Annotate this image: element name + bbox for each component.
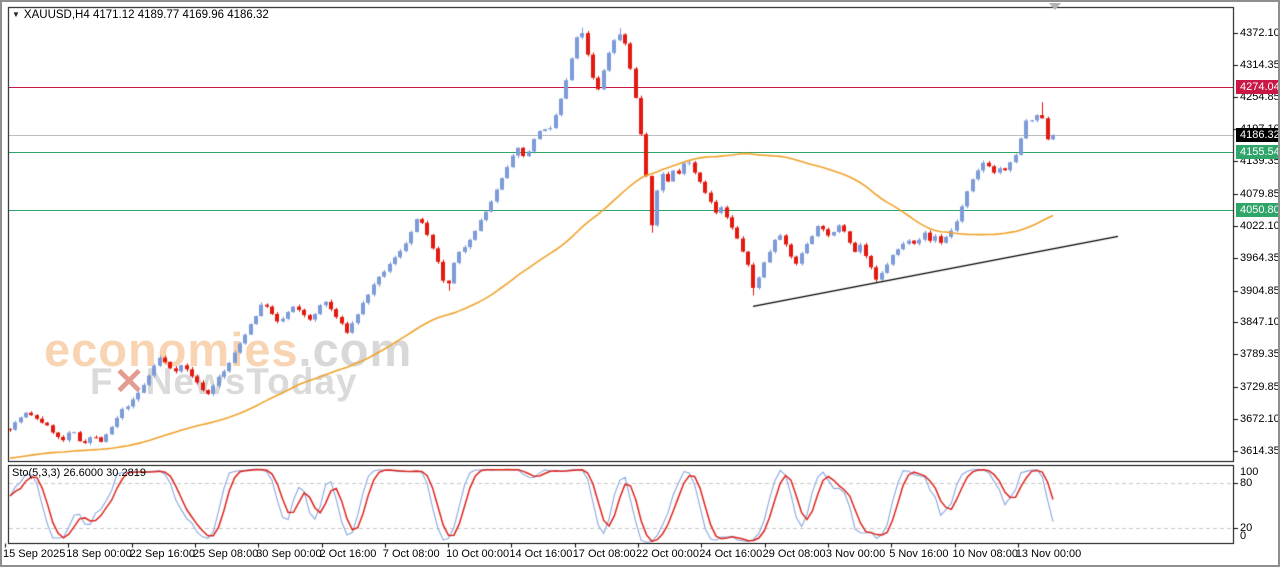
date-label: 10 Nov 08:00 [952, 548, 1018, 560]
chart-shift-marker-icon[interactable] [1049, 3, 1061, 10]
date-label: 22 Oct 00:00 [636, 548, 699, 560]
stochastic-scale-label: 0 [1240, 530, 1247, 542]
price-badge-level: 4155.54 [1236, 145, 1280, 160]
date-label: 22 Sep 16:00 [129, 548, 196, 560]
date-label: 2 Oct 16:00 [319, 548, 377, 560]
price-tick-label: 4079.85 [1240, 187, 1280, 200]
stochastic-label: Sto(5,3,3) 26.6000 30.2819 [12, 467, 146, 479]
date-label: 17 Oct 08:00 [572, 548, 636, 560]
stochastic-scale-label: 100 [1240, 466, 1259, 478]
date-label: 14 Oct 16:00 [509, 548, 573, 560]
date-label: 13 Nov 00:00 [1015, 548, 1082, 560]
price-tick-label: 3672.10 [1240, 412, 1280, 425]
symbol-bar: ▼ XAUUSD,H4 4171.12 4189.77 4169.96 4186.… [12, 9, 269, 21]
symbol-ohlc-text: XAUUSD,H4 4171.12 4189.77 4169.96 4186.3… [23, 9, 269, 21]
price-tick-label: 4314.35 [1240, 58, 1280, 71]
date-label: 7 Oct 08:00 [382, 548, 440, 560]
price-tick-label: 3964.35 [1240, 251, 1280, 264]
price-tick-label: 3614.35 [1240, 444, 1280, 457]
stochastic-scale-label: 80 [1240, 477, 1253, 489]
price-tick-label: 3847.10 [1240, 316, 1280, 329]
symbol-dropdown-icon[interactable]: ▼ [12, 10, 20, 19]
price-badge-current-price: 4186.32 [1236, 128, 1280, 143]
date-label: 30 Sep 00:00 [256, 548, 322, 560]
price-badge-support: 4050.80 [1236, 203, 1280, 217]
date-label: 10 Oct 00:00 [446, 548, 510, 560]
price-tick-label: 4254.85 [1240, 91, 1280, 104]
price-badge-resistance: 4274.04 [1236, 79, 1280, 94]
price-tick-label: 4022.10 [1240, 219, 1280, 232]
price-tick-label: 4372.10 [1240, 26, 1280, 39]
date-label: 5 Nov 16:00 [889, 548, 949, 560]
date-label: 18 Sep 00:00 [66, 548, 132, 560]
stochastic-scale-label: 20 [1240, 522, 1253, 534]
date-label: 29 Oct 08:00 [762, 548, 826, 560]
date-label: 15 Sep 2025 [3, 548, 66, 560]
date-label: 3 Nov 00:00 [825, 548, 886, 560]
price-tick-label: 3729.85 [1240, 381, 1280, 394]
date-label: 24 Oct 16:00 [699, 548, 763, 560]
price-tick-label: 3789.35 [1240, 348, 1280, 361]
price-tick-label: 3904.85 [1240, 284, 1280, 297]
date-label: 25 Sep 08:00 [192, 548, 259, 560]
